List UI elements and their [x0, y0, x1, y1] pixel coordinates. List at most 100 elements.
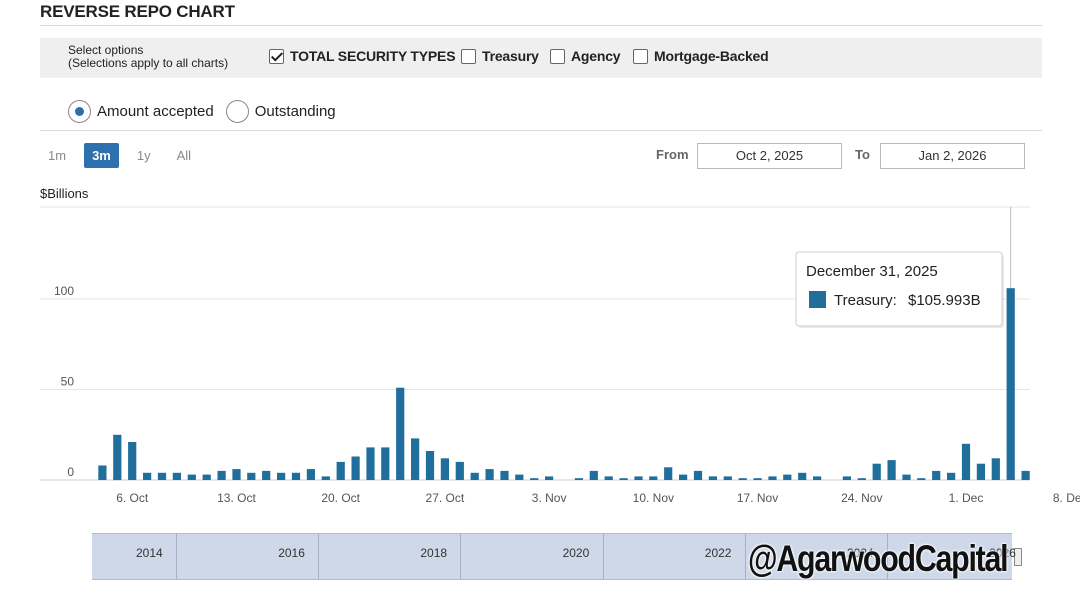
bar[interactable]	[887, 460, 896, 480]
tooltip-value: $105.993B	[908, 292, 981, 309]
to-date-input[interactable]: Jan 2, 2026	[880, 143, 1025, 169]
checkbox-icon[interactable]	[633, 48, 648, 64]
bar[interactable]	[321, 476, 330, 480]
bar[interactable]	[589, 470, 598, 480]
bar[interactable]	[306, 469, 315, 480]
bar[interactable]	[738, 478, 747, 480]
bar[interactable]	[98, 465, 107, 481]
x-tick-label: 24. Nov	[841, 491, 882, 505]
bar[interactable]	[857, 478, 866, 480]
checkbox-treasury[interactable]: Treasury	[461, 48, 539, 64]
bar[interactable]	[336, 461, 345, 480]
checkbox-total-security-types[interactable]: TOTAL SECURITY TYPES	[269, 48, 456, 64]
from-date-input[interactable]: Oct 2, 2025	[697, 143, 842, 169]
checkbox-label: Agency	[571, 48, 621, 64]
bar[interactable]	[723, 476, 732, 480]
bar[interactable]	[961, 443, 971, 480]
checkbox-checked-icon[interactable]	[269, 48, 284, 64]
bar[interactable]	[1006, 288, 1015, 480]
bar[interactable]	[262, 470, 271, 480]
bar[interactable]	[932, 470, 941, 480]
bar[interactable]	[798, 472, 807, 480]
x-tick-label: 1. Dec	[949, 491, 984, 505]
bar[interactable]	[947, 472, 956, 480]
bar[interactable]	[500, 470, 509, 480]
bar[interactable]	[530, 478, 539, 480]
bar[interactable]	[783, 474, 792, 480]
bar[interactable]	[693, 470, 703, 480]
bar[interactable]	[619, 478, 628, 480]
checkbox-mortgage-backed[interactable]: Mortgage-Backed	[633, 48, 769, 64]
radio-amount-accepted[interactable]	[68, 100, 91, 123]
checkbox-icon[interactable]	[550, 48, 565, 64]
radio-amount-accepted-label[interactable]: Amount accepted	[97, 103, 214, 120]
navigator-handle[interactable]	[1014, 548, 1022, 566]
bar[interactable]	[232, 469, 241, 480]
bar[interactable]	[679, 474, 688, 480]
radio-outstanding-label[interactable]: Outstanding	[254, 103, 336, 120]
bar[interactable]	[202, 474, 211, 480]
bar[interactable]	[708, 476, 717, 480]
bar[interactable]	[634, 476, 643, 480]
bar[interactable]	[411, 438, 420, 480]
timeline-navigator[interactable]: 2014 2016 2018 2020 2022 2024 2026	[92, 533, 1022, 580]
range-1m-button[interactable]: 1m	[48, 148, 67, 163]
bar[interactable]	[976, 463, 985, 480]
bar[interactable]	[381, 447, 390, 480]
y-axis-unit-label: $Billions	[40, 186, 89, 201]
bar[interactable]	[128, 442, 137, 480]
watermark-text: @AgarwoodCapital	[748, 538, 1009, 579]
bar[interactable]	[842, 476, 851, 480]
bar[interactable]	[351, 456, 360, 481]
bar[interactable]	[872, 463, 881, 480]
bar[interactable]	[277, 472, 286, 480]
bar[interactable]	[217, 470, 226, 480]
bar[interactable]	[366, 447, 375, 480]
bar[interactable]	[247, 472, 256, 480]
bar[interactable]	[455, 461, 464, 480]
x-tick-label: 10. Nov	[633, 491, 674, 505]
bar[interactable]	[157, 472, 167, 480]
tooltip-box	[795, 251, 1003, 327]
bar[interactable]	[545, 476, 554, 480]
navigator-year-label: 2018	[420, 546, 448, 560]
view-radio-group: Amount accepted Outstanding	[68, 100, 348, 123]
bar[interactable]	[291, 472, 301, 480]
bar[interactable]	[396, 387, 405, 480]
bar[interactable]	[425, 451, 435, 480]
bar[interactable]	[604, 476, 613, 480]
checkbox-icon[interactable]	[461, 48, 476, 64]
bar[interactable]	[813, 476, 822, 480]
bar[interactable]	[991, 458, 1000, 480]
range-3m-button[interactable]: 3m	[84, 143, 119, 168]
bar[interactable]	[440, 458, 449, 480]
bar[interactable]	[768, 476, 777, 480]
tooltip-date: December 31, 2025	[806, 263, 938, 280]
bar[interactable]	[917, 478, 926, 480]
navigator-divider	[176, 534, 177, 579]
bar-chart[interactable]: 0 50 100 6. Oct 13. Oct 20. Oct 27. Oct 3. Nov…	[0, 200, 1080, 520]
y-tick-label: 0	[67, 465, 74, 479]
bar[interactable]	[574, 478, 583, 480]
bar[interactable]	[172, 472, 181, 480]
x-tick-label: 20. Oct	[321, 491, 360, 505]
bar[interactable]	[187, 474, 196, 480]
bar[interactable]	[664, 467, 673, 480]
bar[interactable]	[649, 476, 658, 480]
x-tick-label: 6. Oct	[116, 491, 149, 505]
range-1y-button[interactable]: 1y	[136, 148, 151, 163]
bar[interactable]	[113, 434, 122, 481]
range-all-button[interactable]: All	[176, 148, 192, 163]
bar[interactable]	[470, 472, 479, 480]
to-label: To	[855, 147, 870, 162]
bar[interactable]	[1021, 470, 1030, 480]
bar[interactable]	[753, 478, 762, 480]
checkbox-label: Mortgage-Backed	[654, 48, 769, 64]
checkbox-label: TOTAL SECURITY TYPES	[290, 48, 456, 64]
bar[interactable]	[515, 474, 524, 480]
radio-outstanding[interactable]	[225, 100, 249, 123]
bar[interactable]	[143, 472, 152, 480]
checkbox-agency[interactable]: Agency	[550, 48, 621, 64]
bar[interactable]	[485, 469, 494, 480]
bar[interactable]	[902, 474, 911, 480]
